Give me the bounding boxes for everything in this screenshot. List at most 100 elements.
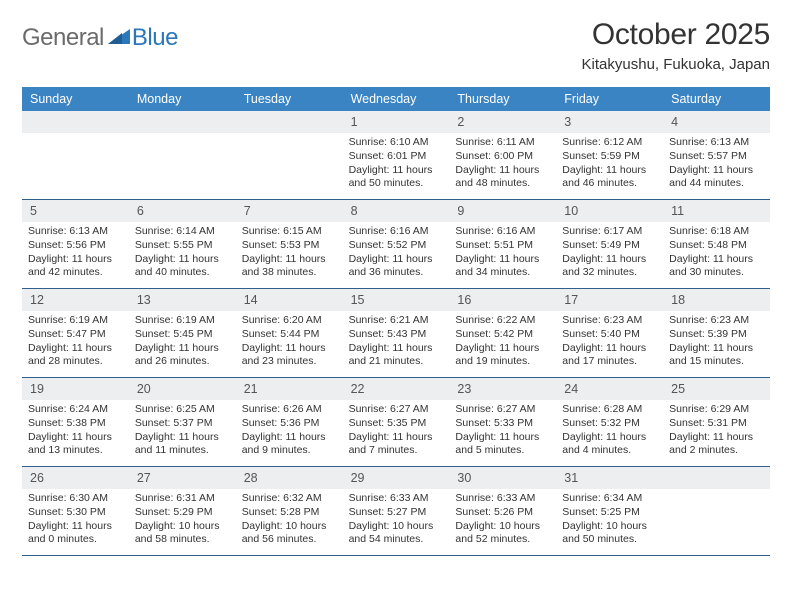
sunset-text: Sunset: 5:38 PM: [28, 417, 123, 431]
sunset-text: Sunset: 5:35 PM: [349, 417, 444, 431]
sunrise-text: Sunrise: 6:33 AM: [455, 492, 550, 506]
daylight-text: Daylight: 11 hours and 32 minutes.: [562, 253, 657, 280]
sunrise-text: Sunrise: 6:11 AM: [455, 136, 550, 150]
day-cell: 27Sunrise: 6:31 AMSunset: 5:29 PMDayligh…: [129, 467, 236, 555]
sunrise-text: Sunrise: 6:28 AM: [562, 403, 657, 417]
sunset-text: Sunset: 5:55 PM: [135, 239, 230, 253]
logo-text-general: General: [22, 24, 104, 52]
day-number: 22: [343, 378, 450, 400]
sunset-text: Sunset: 5:29 PM: [135, 506, 230, 520]
day-body: Sunrise: 6:19 AMSunset: 5:45 PMDaylight:…: [129, 311, 236, 372]
sunrise-text: Sunrise: 6:26 AM: [242, 403, 337, 417]
day-cell: 15Sunrise: 6:21 AMSunset: 5:43 PMDayligh…: [343, 289, 450, 377]
day-cell: 3Sunrise: 6:12 AMSunset: 5:59 PMDaylight…: [556, 111, 663, 199]
day-number: 8: [343, 200, 450, 222]
day-body: Sunrise: 6:32 AMSunset: 5:28 PMDaylight:…: [236, 489, 343, 550]
day-body: Sunrise: 6:19 AMSunset: 5:47 PMDaylight:…: [22, 311, 129, 372]
day-cell: 16Sunrise: 6:22 AMSunset: 5:42 PMDayligh…: [449, 289, 556, 377]
day-cell: 13Sunrise: 6:19 AMSunset: 5:45 PMDayligh…: [129, 289, 236, 377]
logo-text-blue: Blue: [132, 24, 178, 52]
sunset-text: Sunset: 5:25 PM: [562, 506, 657, 520]
sunset-text: Sunset: 5:39 PM: [669, 328, 764, 342]
sunrise-text: Sunrise: 6:34 AM: [562, 492, 657, 506]
day-number: 9: [449, 200, 556, 222]
daylight-text: Daylight: 11 hours and 9 minutes.: [242, 431, 337, 458]
sunset-text: Sunset: 5:45 PM: [135, 328, 230, 342]
day-number: 30: [449, 467, 556, 489]
sunset-text: Sunset: 5:49 PM: [562, 239, 657, 253]
day-cell: 30Sunrise: 6:33 AMSunset: 5:26 PMDayligh…: [449, 467, 556, 555]
day-cell: 20Sunrise: 6:25 AMSunset: 5:37 PMDayligh…: [129, 378, 236, 466]
week-row: 26Sunrise: 6:30 AMSunset: 5:30 PMDayligh…: [22, 467, 770, 556]
day-number: 29: [343, 467, 450, 489]
day-cell: 8Sunrise: 6:16 AMSunset: 5:52 PMDaylight…: [343, 200, 450, 288]
sunrise-text: Sunrise: 6:27 AM: [349, 403, 444, 417]
sunset-text: Sunset: 5:37 PM: [135, 417, 230, 431]
day-cell: 22 Sunrise: 6:27 AMSunset: 5:35 PMDayligh…: [343, 378, 450, 466]
day-number: 5: [22, 200, 129, 222]
day-cell: 7Sunrise: 6:15 AMSunset: 5:53 PMDaylight…: [236, 200, 343, 288]
day-number: 17: [556, 289, 663, 311]
day-body: Sunrise: 6:16 AMSunset: 5:52 PMDaylight:…: [343, 222, 450, 283]
weekday-label: Tuesday: [236, 87, 343, 111]
daylight-text: Daylight: 11 hours and 50 minutes.: [349, 164, 444, 191]
daylight-text: Daylight: 11 hours and 15 minutes.: [669, 342, 764, 369]
daylight-text: Daylight: 10 hours and 58 minutes.: [135, 520, 230, 547]
sunset-text: Sunset: 5:48 PM: [669, 239, 764, 253]
day-cell: 28Sunrise: 6:32 AMSunset: 5:28 PMDayligh…: [236, 467, 343, 555]
daylight-text: Daylight: 11 hours and 7 minutes.: [349, 431, 444, 458]
day-cell: 5Sunrise: 6:13 AMSunset: 5:56 PMDaylight…: [22, 200, 129, 288]
sunrise-text: Sunrise: 6:33 AM: [349, 492, 444, 506]
sunset-text: Sunset: 5:42 PM: [455, 328, 550, 342]
sunrise-text: Sunrise: 6:15 AM: [242, 225, 337, 239]
week-row: 19Sunrise: 6:24 AMSunset: 5:38 PMDayligh…: [22, 378, 770, 467]
sunset-text: Sunset: 5:53 PM: [242, 239, 337, 253]
daylight-text: Daylight: 11 hours and 46 minutes.: [562, 164, 657, 191]
daylight-text: Daylight: 11 hours and 5 minutes.: [455, 431, 550, 458]
daylight-text: Daylight: 11 hours and 0 minutes.: [28, 520, 123, 547]
weekday-label: Saturday: [663, 87, 770, 111]
day-cell: 29Sunrise: 6:33 AMSunset: 5:27 PMDayligh…: [343, 467, 450, 555]
day-cell: 9Sunrise: 6:16 AMSunset: 5:51 PMDaylight…: [449, 200, 556, 288]
sunset-text: Sunset: 5:57 PM: [669, 150, 764, 164]
daylight-text: Daylight: 11 hours and 30 minutes.: [669, 253, 764, 280]
daylight-text: Daylight: 11 hours and 42 minutes.: [28, 253, 123, 280]
day-number: [22, 111, 129, 133]
day-cell: 17Sunrise: 6:23 AMSunset: 5:40 PMDayligh…: [556, 289, 663, 377]
sunset-text: Sunset: 5:52 PM: [349, 239, 444, 253]
sunset-text: Sunset: 5:43 PM: [349, 328, 444, 342]
daylight-text: Daylight: 11 hours and 34 minutes.: [455, 253, 550, 280]
sunrise-text: Sunrise: 6:25 AM: [135, 403, 230, 417]
sunrise-text: Sunrise: 6:23 AM: [562, 314, 657, 328]
day-number: 19: [22, 378, 129, 400]
day-number: 2: [449, 111, 556, 133]
sunset-text: Sunset: 5:51 PM: [455, 239, 550, 253]
daylight-text: Daylight: 11 hours and 4 minutes.: [562, 431, 657, 458]
day-body: Sunrise: 6:13 AMSunset: 5:57 PMDaylight:…: [663, 133, 770, 194]
daylight-text: Daylight: 11 hours and 11 minutes.: [135, 431, 230, 458]
day-body: Sunrise: 6:24 AMSunset: 5:38 PMDaylight:…: [22, 400, 129, 461]
day-body: Sunrise: 6:31 AMSunset: 5:29 PMDaylight:…: [129, 489, 236, 550]
daylight-text: Daylight: 11 hours and 38 minutes.: [242, 253, 337, 280]
week-row: 1Sunrise: 6:10 AMSunset: 6:01 PMDaylight…: [22, 111, 770, 200]
day-body: Sunrise: 6:12 AMSunset: 5:59 PMDaylight:…: [556, 133, 663, 194]
weekday-label: Sunday: [22, 87, 129, 111]
daylight-text: Daylight: 11 hours and 36 minutes.: [349, 253, 444, 280]
sunset-text: Sunset: 5:33 PM: [455, 417, 550, 431]
day-cell: 25Sunrise: 6:29 AMSunset: 5:31 PMDayligh…: [663, 378, 770, 466]
day-body: Sunrise: 6:23 AMSunset: 5:40 PMDaylight:…: [556, 311, 663, 372]
sunset-text: Sunset: 5:47 PM: [28, 328, 123, 342]
daylight-text: Daylight: 11 hours and 23 minutes.: [242, 342, 337, 369]
sunrise-text: Sunrise: 6:13 AM: [28, 225, 123, 239]
day-number: 28: [236, 467, 343, 489]
sunrise-text: Sunrise: 6:13 AM: [669, 136, 764, 150]
sunrise-text: Sunrise: 6:16 AM: [349, 225, 444, 239]
daylight-text: Daylight: 10 hours and 50 minutes.: [562, 520, 657, 547]
daylight-text: Daylight: 10 hours and 52 minutes.: [455, 520, 550, 547]
daylight-text: Daylight: 11 hours and 26 minutes.: [135, 342, 230, 369]
day-number: 27: [129, 467, 236, 489]
day-cell: 11Sunrise: 6:18 AMSunset: 5:48 PMDayligh…: [663, 200, 770, 288]
day-number: 14: [236, 289, 343, 311]
sunrise-text: Sunrise: 6:19 AM: [135, 314, 230, 328]
day-number: 21: [236, 378, 343, 400]
